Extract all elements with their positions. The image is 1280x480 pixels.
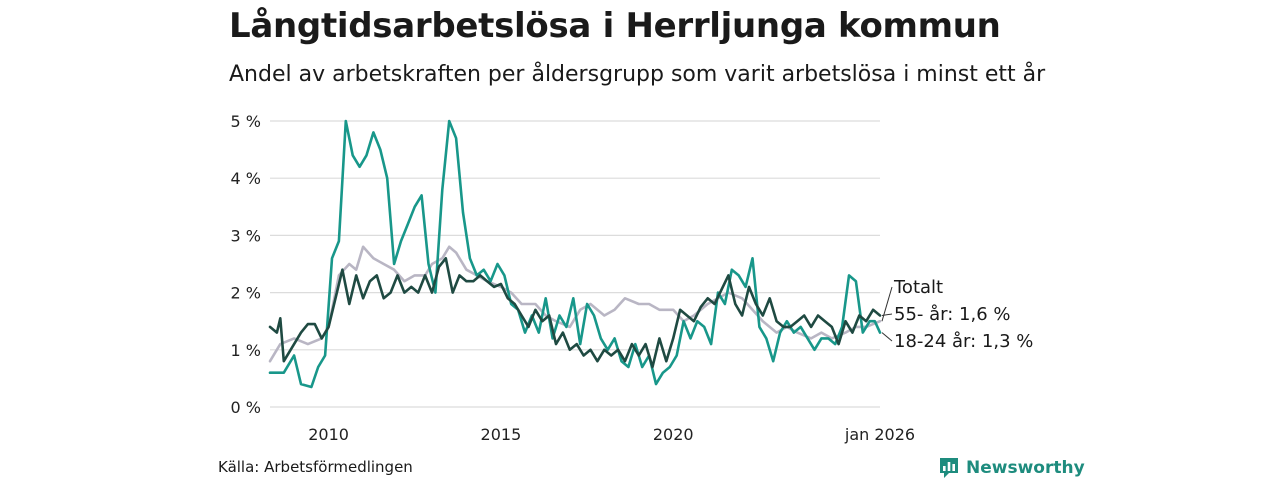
- y-tick-label: 5 %: [231, 112, 261, 131]
- y-tick-label: 3 %: [231, 226, 261, 245]
- series-layer: [268, 119, 882, 389]
- series-line-0: [268, 245, 882, 363]
- label-leader-line: [881, 286, 893, 322]
- brand-logo: Newsworthy: [938, 456, 1085, 480]
- x-tick-label: 2020: [653, 425, 694, 444]
- chart-title: Långtidsarbetslösa i Herrljunga kommun: [229, 6, 1001, 46]
- bar-chart-icon: [940, 458, 958, 478]
- series-label: 18-24 år: 1,3 %: [894, 331, 1033, 352]
- grid-layer: [270, 120, 880, 408]
- label-leader-line: [881, 332, 893, 342]
- y-tick-label: 4 %: [231, 169, 261, 188]
- x-tick-label: 2010: [308, 425, 349, 444]
- label-leader-line: [881, 313, 893, 316]
- x-tick-label: jan 2026: [844, 425, 915, 444]
- y-tick-label: 1 %: [231, 341, 261, 360]
- x-tick-label: 2015: [481, 425, 522, 444]
- series-label: 55- år: 1,6 %: [894, 304, 1010, 325]
- x-axis-ticks: 2010 2015 2020 jan 2026: [308, 425, 915, 444]
- series-labels: Totalt 55- år: 1,6 % 18-24 år: 1,3 %: [881, 277, 1033, 352]
- source-note: Källa: Arbetsförmedlingen: [218, 458, 413, 476]
- series-label: Totalt: [893, 277, 943, 298]
- y-axis-ticks: 0 % 1 % 2 % 3 % 4 % 5 %: [231, 112, 261, 417]
- y-tick-label: 2 %: [231, 284, 261, 303]
- y-tick-label: 0 %: [231, 398, 261, 417]
- brand-name: Newsworthy: [966, 458, 1085, 478]
- chart-subtitle: Andel av arbetskraften per åldersgrupp s…: [229, 62, 1046, 87]
- series-line-1: [268, 257, 882, 369]
